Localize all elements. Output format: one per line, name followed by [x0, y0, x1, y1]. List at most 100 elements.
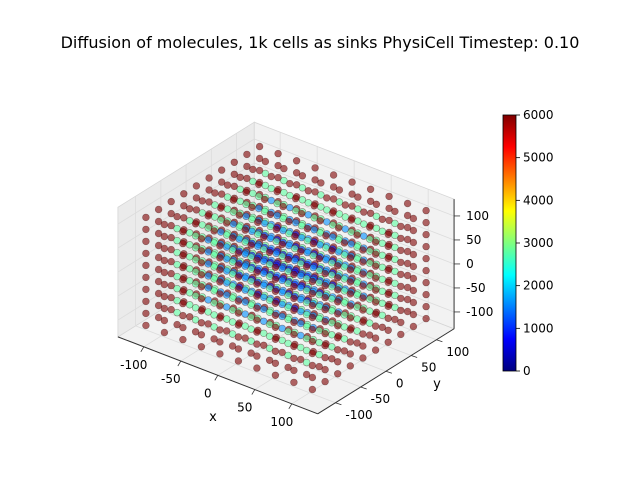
data-point [271, 323, 280, 331]
data-point [403, 271, 412, 280]
data-point [409, 298, 418, 307]
data-point [180, 202, 188, 210]
data-point [303, 224, 312, 233]
data-point [274, 161, 282, 170]
data-point [173, 236, 181, 245]
data-point [267, 172, 275, 181]
data-point [347, 228, 355, 236]
data-point [297, 331, 305, 340]
data-point [180, 214, 188, 222]
data-point [384, 242, 392, 251]
data-point [391, 255, 399, 264]
data-point [371, 262, 380, 270]
data-point [186, 217, 194, 225]
data-point [271, 287, 280, 295]
data-point [253, 268, 261, 276]
data-point [173, 248, 181, 257]
data-point [311, 176, 319, 184]
data-point [303, 248, 312, 257]
y-tick-mark [436, 339, 443, 343]
data-point [248, 215, 256, 224]
data-point [160, 268, 169, 277]
data-point [328, 355, 336, 363]
colorbar-gradient [502, 114, 517, 372]
data-point [366, 331, 374, 339]
y-tick-label: -100 [345, 408, 372, 422]
data-point [328, 331, 336, 339]
data-point [210, 323, 218, 331]
data-point [340, 251, 349, 259]
data-point [217, 216, 225, 224]
data-point [216, 314, 224, 322]
data-point [267, 196, 275, 205]
data-point [265, 320, 274, 328]
data-point [266, 222, 275, 231]
data-point [403, 307, 412, 316]
data-point [247, 289, 255, 297]
data-point [334, 370, 342, 378]
data-point [260, 293, 268, 301]
data-point [247, 301, 255, 309]
data-point [223, 193, 232, 201]
z-tick-label: 100 [466, 209, 489, 223]
data-point [142, 213, 150, 222]
data-point [315, 278, 323, 287]
data-point [279, 226, 287, 235]
data-point [142, 309, 150, 318]
data-point [255, 180, 263, 189]
data-point [391, 279, 399, 288]
data-point [315, 290, 323, 299]
data-point [348, 190, 356, 198]
data-point [308, 301, 317, 310]
data-point [297, 233, 306, 242]
data-point [378, 311, 386, 319]
data-point [167, 245, 175, 254]
data-point [247, 337, 255, 345]
data-point [366, 223, 374, 231]
data-point [260, 233, 268, 242]
data-point [271, 371, 280, 379]
data-point [329, 221, 337, 229]
data-point [322, 232, 330, 240]
data-point [366, 259, 374, 267]
data-point [328, 307, 336, 315]
data-point [323, 206, 331, 214]
data-point [210, 263, 218, 271]
data-point [422, 302, 430, 311]
data-point [284, 363, 292, 372]
data-point [254, 230, 262, 239]
data-point [304, 187, 312, 195]
data-point [191, 220, 200, 228]
data-point [302, 334, 311, 343]
data-point [241, 334, 249, 342]
data-point [154, 265, 163, 274]
data-point [241, 226, 249, 234]
data-point [317, 179, 325, 187]
data-point [309, 239, 317, 248]
data-point [204, 284, 212, 292]
data-point [322, 244, 330, 252]
data-point [329, 183, 338, 191]
data-point [302, 262, 311, 271]
data-point [315, 266, 323, 275]
data-point [186, 301, 194, 309]
data-point [354, 193, 362, 201]
data-point [260, 257, 268, 265]
data-point [210, 239, 218, 247]
data-point [216, 266, 224, 274]
data-point [302, 310, 311, 319]
data-point [267, 184, 275, 193]
data-point [179, 263, 187, 272]
x-tick-label: 100 [270, 415, 293, 429]
data-point [223, 181, 232, 189]
data-point [334, 310, 342, 318]
data-point [266, 210, 275, 219]
data-point [334, 286, 342, 294]
data-point [340, 299, 349, 307]
z-tick-label: 0 [466, 257, 474, 271]
colorbar-tick-label: 5000 [523, 151, 554, 165]
data-point [205, 174, 213, 182]
data-point [284, 303, 292, 312]
data-point [191, 280, 200, 288]
data-point [223, 327, 231, 335]
